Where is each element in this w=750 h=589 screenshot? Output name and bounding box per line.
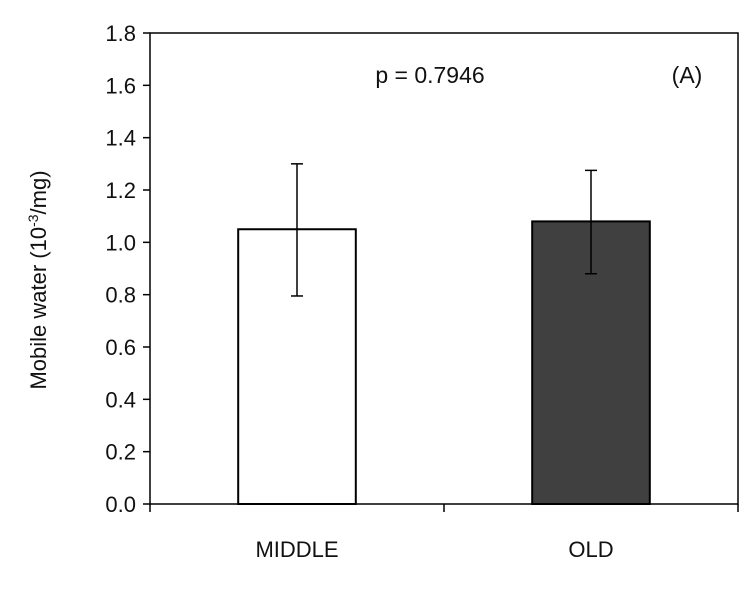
y-tick-label: 0.8 [105, 283, 136, 308]
y-tick-label: 0.2 [105, 440, 136, 465]
y-tick-label: 1.6 [105, 73, 136, 98]
y-tick-label: 0.0 [105, 492, 136, 517]
x-category-label: OLD [568, 537, 613, 562]
y-axis-label-end: /mg) [26, 170, 51, 214]
y-tick-label: 1.2 [105, 178, 136, 203]
y-axis-label: Mobile water (10-3/mg) [25, 170, 51, 389]
bars [237, 220, 651, 505]
axes [149, 32, 739, 512]
y-tick-label: 1.4 [105, 126, 136, 151]
x-axis-labels: MIDDLE OLD [255, 537, 613, 562]
bar-old [531, 220, 651, 505]
y-tick-label: 1.0 [105, 230, 136, 255]
y-axis-label-main: Mobile water (10 [26, 227, 51, 390]
error-bars [291, 163, 597, 297]
x-category-label: MIDDLE [255, 537, 338, 562]
y-axis-ticks: 0.0 0.2 0.4 0.6 0.8 1.0 1.2 1.4 1.6 1.8 [105, 21, 150, 517]
y-axis-label-superscript: -3 [25, 214, 41, 227]
y-tick-label: 1.8 [105, 21, 136, 46]
p-value-annotation: p = 0.7946 [375, 62, 484, 88]
panel-label: (A) [672, 62, 703, 88]
y-tick-label: 0.6 [105, 335, 136, 360]
y-tick-label: 0.4 [105, 387, 136, 412]
